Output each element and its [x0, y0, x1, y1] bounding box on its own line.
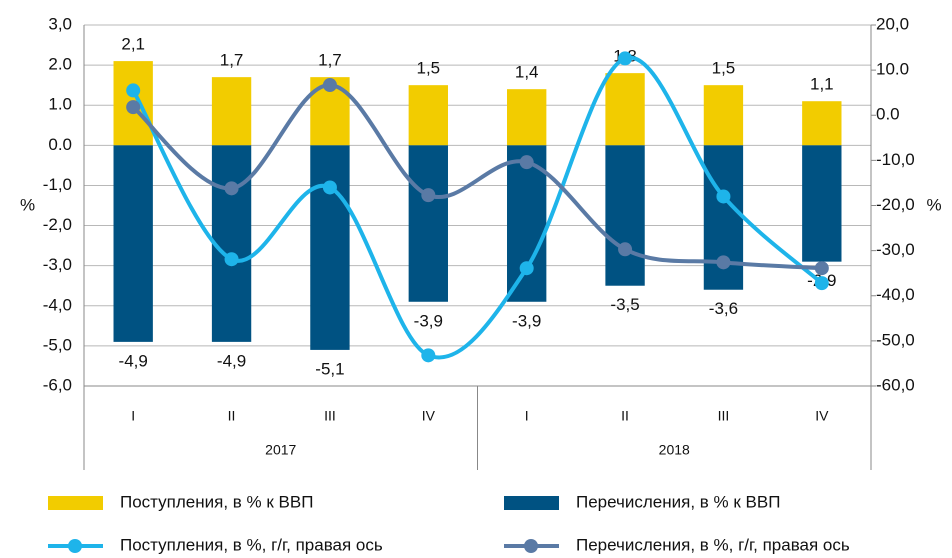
- data-label: -3,9: [512, 311, 541, 330]
- y2-tick-label: -40,0: [876, 285, 915, 304]
- y-tick-label: -6,0: [43, 375, 72, 394]
- bar: [211, 145, 252, 342]
- bar: [507, 145, 547, 302]
- bar: [507, 89, 547, 146]
- point: [618, 242, 633, 257]
- bar: [310, 145, 350, 350]
- point: [814, 261, 829, 276]
- data-label: 1,5: [416, 59, 440, 78]
- y2-tick-label: -10,0: [876, 150, 915, 169]
- y2-tick-label: 10.0: [876, 60, 909, 79]
- bar: [408, 85, 448, 146]
- data-label: -4,9: [217, 351, 246, 370]
- bar: [605, 73, 645, 146]
- point: [224, 252, 239, 267]
- point: [716, 255, 731, 270]
- x-tick-label: IV: [815, 408, 829, 424]
- bar: [703, 85, 744, 146]
- bar: [802, 145, 842, 262]
- legend-label: Перечисления, в % к ВВП: [576, 492, 780, 511]
- y-tick-label: 1.0: [48, 95, 72, 114]
- y2-tick-label: -20,0: [876, 195, 915, 214]
- point: [322, 78, 337, 93]
- bar: [211, 77, 252, 146]
- line: [131, 55, 824, 360]
- y-tick-label: -4,0: [43, 295, 72, 314]
- y-tick-label: -3,0: [43, 255, 72, 274]
- point: [814, 276, 829, 291]
- bar: [802, 101, 842, 146]
- point: [322, 180, 337, 195]
- legend-label: Перечисления, в %, г/г, правая ось: [576, 535, 850, 554]
- data-label: -3,6: [709, 299, 738, 318]
- y2-tick-label: 20,0: [876, 14, 909, 33]
- legend-swatch: [504, 496, 559, 510]
- data-label: -4,9: [119, 351, 148, 370]
- y2-tick-label: -50,0: [876, 330, 915, 349]
- point: [421, 348, 436, 363]
- y2-axis-label: %: [926, 195, 941, 214]
- bar: [605, 145, 645, 286]
- y-tick-label: -5,0: [43, 335, 72, 354]
- point: [126, 100, 141, 115]
- point: [126, 83, 141, 98]
- legend-swatch: [68, 539, 82, 553]
- data-label: -3,9: [414, 311, 443, 330]
- y-tick-label: 3,0: [48, 14, 72, 33]
- data-label: -3,5: [610, 295, 639, 314]
- legend-swatch: [48, 496, 103, 510]
- legend-swatch: [524, 539, 538, 553]
- x-tick-label: I: [525, 408, 529, 424]
- point: [224, 181, 239, 196]
- legend-label: Поступления, в % к ВВП: [120, 492, 313, 511]
- point: [716, 189, 731, 204]
- point: [421, 188, 436, 203]
- y-tick-label: 2.0: [48, 55, 72, 74]
- y-tick-label: 0.0: [48, 135, 72, 154]
- group-label: 2017: [265, 442, 296, 458]
- line: [131, 83, 822, 271]
- x-tick-label: III: [324, 408, 336, 424]
- x-tick-label: I: [131, 408, 135, 424]
- legend-label: Поступления, в %, г/г, правая ось: [120, 535, 383, 554]
- y-tick-label: -2,0: [43, 215, 72, 234]
- data-label: 1,5: [712, 59, 736, 78]
- x-tick-label: III: [718, 408, 730, 424]
- data-label: 1,1: [810, 75, 834, 94]
- point: [519, 261, 534, 276]
- x-tick-label: II: [621, 408, 629, 424]
- data-label: 2,1: [121, 35, 145, 54]
- point: [519, 155, 534, 170]
- data-label: 1,7: [318, 51, 342, 70]
- y-axis-label: %: [20, 195, 35, 214]
- data-label: 1,7: [220, 51, 244, 70]
- x-tick-label: IV: [422, 408, 436, 424]
- y2-tick-label: -30,0: [876, 240, 915, 259]
- y-tick-label: -1,0: [43, 175, 72, 194]
- point: [618, 51, 633, 66]
- data-label: 1,4: [515, 63, 539, 82]
- x-tick-label: II: [228, 408, 236, 424]
- data-label: -5,1: [315, 359, 344, 378]
- bar: [113, 145, 153, 342]
- y2-tick-label: 0.0: [876, 105, 900, 124]
- y2-tick-label: -60,0: [876, 375, 915, 394]
- group-label: 2018: [659, 442, 690, 458]
- bar: [408, 145, 448, 302]
